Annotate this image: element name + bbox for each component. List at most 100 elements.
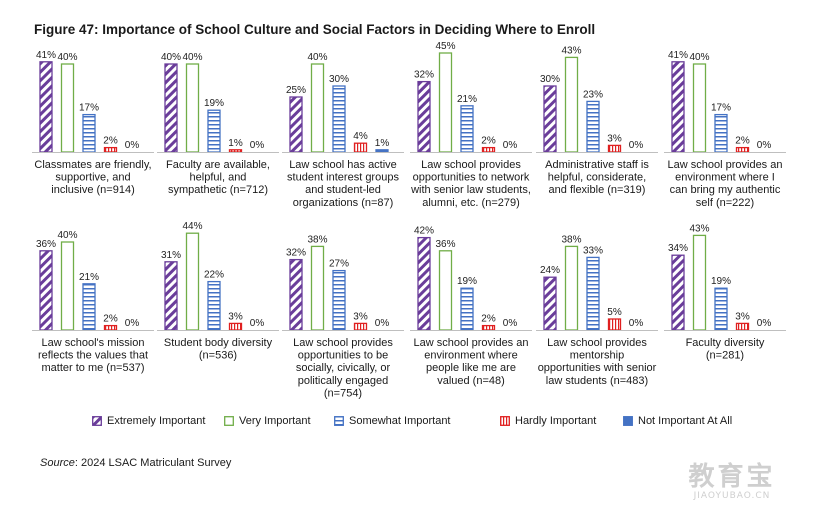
category-label: sympathetic (n=712) xyxy=(168,184,268,196)
watermark-logo: 教育宝 JIAOYUBAO.CN xyxy=(672,456,792,501)
data-label: 5% xyxy=(607,307,622,318)
bar-hardly xyxy=(481,324,496,331)
category-label: Student body diversity xyxy=(164,337,273,349)
category-label: supportive, and xyxy=(55,172,130,184)
legend-item-hardly: Hardly Important xyxy=(500,415,596,427)
data-label: 1% xyxy=(375,138,390,149)
panel-1: 41% 40% 17% 2% 0% Classmates are friendly,sup… xyxy=(32,50,154,196)
category-label: opportunities with senior xyxy=(538,362,657,374)
bar-somewhat xyxy=(714,287,728,331)
bar-hardly xyxy=(353,142,368,153)
data-label: 0% xyxy=(375,318,390,329)
data-label: 3% xyxy=(353,311,368,322)
bar-hardly xyxy=(228,322,243,331)
data-label: 32% xyxy=(414,70,434,81)
category-label: environment where xyxy=(424,350,518,362)
panel-2: 40% 40% 19% 1% 0% Faculty are available,helpf… xyxy=(157,52,279,196)
data-label: 4% xyxy=(353,131,368,142)
data-label: 19% xyxy=(711,276,731,287)
data-label: 17% xyxy=(79,103,99,114)
data-label: 40% xyxy=(689,52,709,63)
data-label: 40% xyxy=(57,230,77,241)
data-label: 44% xyxy=(182,221,202,232)
data-label: 0% xyxy=(125,318,140,329)
data-label: 41% xyxy=(36,50,56,61)
category-label: people like me are xyxy=(426,362,516,374)
data-label: 40% xyxy=(307,52,327,63)
data-label: 34% xyxy=(668,243,688,254)
category-label: (n=754) xyxy=(324,387,362,399)
data-label: 0% xyxy=(503,318,518,329)
panel-12: 34%43% 19% 3% 0% Faculty diversity(n=281) xyxy=(664,223,786,362)
bar-very xyxy=(60,241,75,331)
panel-5: 30% 43% 23% 3% 0% Administrative staff ishelp… xyxy=(536,45,658,196)
legend-item-extremely: Extremely Important xyxy=(92,415,205,427)
category-label: Law school has active xyxy=(289,159,397,171)
bar-extremely xyxy=(289,258,303,331)
category-label: Administrative staff is xyxy=(545,159,649,171)
bar-extremely xyxy=(417,236,431,331)
data-label: 41% xyxy=(668,50,688,61)
category-label: environment where I xyxy=(675,172,775,184)
bar-extremely xyxy=(543,276,557,331)
data-label: 0% xyxy=(757,140,772,151)
data-label: 30% xyxy=(540,74,560,85)
bar-hardly xyxy=(481,146,496,153)
bar-hardly xyxy=(103,146,118,153)
bar-very xyxy=(310,63,325,153)
data-label: 45% xyxy=(435,41,455,52)
bar-extremely xyxy=(164,63,178,153)
category-label: politically engaged xyxy=(298,375,389,387)
data-label: 23% xyxy=(583,89,603,100)
category-label: (n=536) xyxy=(199,350,237,362)
data-label: 2% xyxy=(103,136,118,147)
bar-very xyxy=(185,232,200,331)
panel-7: 36%40% 21% 2% 0% Law school's missionreflect… xyxy=(32,230,154,374)
data-label: 19% xyxy=(204,98,224,109)
data-label: 0% xyxy=(125,140,140,151)
category-label: can bring my authentic xyxy=(670,184,781,196)
category-label: Classmates are friendly, xyxy=(34,159,151,171)
bar-somewhat xyxy=(207,280,221,331)
category-label: student interest groups xyxy=(287,172,399,184)
data-label: 36% xyxy=(36,239,56,250)
data-label: 0% xyxy=(250,140,265,151)
bar-hardly xyxy=(103,324,118,331)
data-label: 3% xyxy=(228,311,243,322)
bar-not xyxy=(375,149,389,153)
category-label: alumni, etc. (n=279) xyxy=(422,197,520,209)
category-label: Faculty diversity xyxy=(686,337,765,349)
panel-10: 42%36% 19% 2% 0% Law school provides anenvir… xyxy=(410,226,532,387)
bar-somewhat xyxy=(207,109,221,153)
data-label: 40% xyxy=(161,52,181,63)
legend-label: Very Important xyxy=(239,415,311,427)
category-label: helpful, considerate, xyxy=(548,172,646,184)
panel-11: 24% 38%33% 5% 0% Law school providesmentorsh… xyxy=(536,234,658,387)
bar-somewhat xyxy=(586,256,600,331)
legend-swatch xyxy=(500,416,510,426)
panel-4: 32% 45% 21% 2% 0% Law school providesopportun… xyxy=(410,41,532,209)
data-label: 22% xyxy=(204,270,224,281)
bar-very xyxy=(185,63,200,153)
bar-somewhat xyxy=(460,105,474,153)
category-label: Faculty are available, xyxy=(166,159,270,171)
bar-somewhat xyxy=(332,85,346,153)
bar-very xyxy=(692,234,707,331)
bar-extremely xyxy=(417,80,431,153)
data-label: 27% xyxy=(329,259,349,270)
category-label: and flexible (n=319) xyxy=(549,184,646,196)
bar-hardly xyxy=(228,149,243,153)
data-label: 33% xyxy=(583,245,603,256)
data-label: 0% xyxy=(629,140,644,151)
category-label: organizations (n=87) xyxy=(293,197,394,209)
category-label: helpful, and xyxy=(190,172,247,184)
bar-very xyxy=(692,63,707,153)
data-label: 25% xyxy=(286,85,306,96)
bar-very xyxy=(310,245,325,331)
bar-very xyxy=(564,56,579,153)
bar-extremely xyxy=(164,261,178,331)
chart-area: 41% 40%17%2% 0%Classmates are friendly,sup… xyxy=(32,41,786,399)
data-label: 3% xyxy=(607,133,622,144)
data-label: 36% xyxy=(435,239,455,250)
data-label: 38% xyxy=(307,234,327,245)
